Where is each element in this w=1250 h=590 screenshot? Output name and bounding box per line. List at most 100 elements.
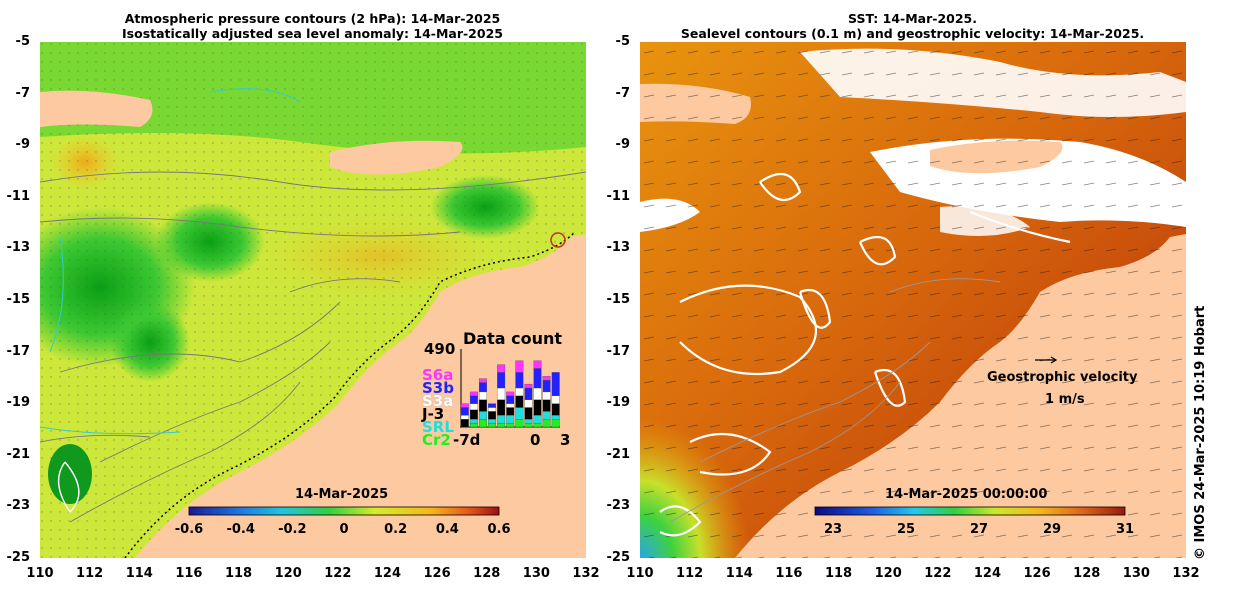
right-colorbar-label: 14-Mar-2025 00:00:00: [885, 487, 1048, 502]
y-tick-label: -15: [6, 292, 31, 307]
data-count-bar-segment: [469, 395, 478, 404]
colorbar-tick-label: 27: [969, 522, 989, 537]
data-count-bar-segment: [469, 391, 478, 396]
data-count-bar-segment: [515, 395, 524, 408]
colorbar-tick-label: 0.4: [435, 522, 459, 537]
velocity-scale-label: 1 m/s: [1045, 392, 1085, 407]
pressure-contours: [40, 88, 301, 435]
data-count-bar-segment: [479, 378, 487, 383]
data-count-bar-segment: [524, 383, 533, 389]
data-count-bar-segment: [497, 372, 506, 389]
shelf-boundary: [124, 231, 576, 558]
data-count-bar-segment: [506, 395, 515, 404]
island-sumba: [40, 90, 153, 127]
data-count-bar-segment: [497, 422, 506, 428]
y-tick-label: -11: [606, 188, 631, 204]
data-count-bar-segment: [533, 415, 542, 424]
station-marker: [550, 232, 566, 248]
y-tick-label: -13: [606, 240, 631, 256]
data-count-x-end: 3: [560, 431, 571, 449]
data-count-bar-segment: [515, 407, 524, 420]
y-tick-label: -9: [15, 137, 30, 153]
right-title-line2: Sealevel contours (0.1 m) and geostrophi…: [680, 26, 1145, 41]
data-count-bar-segment: [479, 382, 487, 393]
data-count-x-zero: 0: [530, 431, 541, 449]
mission-legend-item: J-3: [422, 405, 445, 423]
x-tick-label: 126: [1023, 566, 1051, 581]
colorbar-tick-label: -0.6: [174, 522, 204, 537]
x-tick-label: 116: [775, 566, 803, 581]
y-tick-label: -11: [6, 188, 31, 204]
data-count-bar-segment: [542, 411, 551, 420]
colorbar-tick-label: 29: [1042, 522, 1062, 537]
mission-legend-item: S3b: [422, 379, 454, 397]
x-tick-label: 124: [373, 566, 402, 581]
velocity-label: Geostrophic velocity: [987, 370, 1138, 385]
data-count-bar-segment: [551, 372, 560, 396]
data-count-bar-segment: [469, 419, 478, 424]
left-colorbar-label: 14-Mar-2025: [295, 487, 389, 502]
data-count-chart: [460, 349, 560, 428]
sst-map: [640, 42, 1186, 558]
colorbar-tick-label: 0.2: [384, 522, 408, 537]
data-count-bar-segment: [551, 415, 560, 420]
x-tick-label: 118: [224, 566, 253, 581]
data-count-bar-segment: [488, 403, 497, 408]
colorbar-tick-label: -0.2: [278, 522, 307, 537]
right-map-panel[interactable]: 14-Mar-2025 00:00:00 23 25 27 29 31 Geostrop…: [640, 42, 1186, 558]
data-count-bar-segment: [488, 422, 497, 428]
x-tick-label: 110: [626, 566, 654, 581]
data-count-bar-segment: [479, 419, 487, 428]
data-count-bar-segment: [524, 407, 533, 420]
colorbar-tick-label: 23: [823, 522, 843, 537]
colorbar-tick-label: 25: [896, 522, 916, 537]
y-tick-label: -5: [615, 34, 630, 49]
x-tick-label: 126: [423, 566, 451, 581]
data-count-bar-segment: [515, 387, 524, 396]
mission-legend-item: SRL: [422, 418, 454, 436]
colorbar-tick-label: 0: [339, 522, 349, 537]
data-count-bar-segment: [542, 391, 551, 400]
x-tick-label: 130: [522, 566, 550, 581]
left-map-panel[interactable]: 14-Mar-2025 -0.6 -0.4 -0.2 0 0.2 0.4 0.6 Data …: [40, 42, 586, 558]
x-tick-label: 114: [125, 566, 153, 581]
x-tick-label: 128: [1073, 566, 1101, 581]
x-tick-label: 128: [473, 566, 501, 581]
data-count-bar-segment: [488, 419, 497, 424]
colorbar-tick-label: 0.6: [487, 522, 511, 537]
data-count-bar-segment: [460, 407, 469, 416]
data-count-bar-segment: [551, 419, 560, 428]
colorbar-tick-label: 31: [1115, 522, 1135, 537]
data-count-bar-segment: [497, 399, 506, 416]
credit-text: © IMOS 24-Mar-2025 10:19 Hobart: [1193, 305, 1208, 560]
data-count-bar-segment: [497, 387, 506, 400]
y-tick-label: -5: [15, 34, 30, 49]
y-tick-label: -9: [615, 137, 630, 153]
right-map-title: SST: 14-Mar-2025. Sealevel contours (0.1…: [640, 11, 1185, 41]
data-count-bar-segment: [542, 399, 551, 412]
left-title-line2: Isostatically adjusted sea level anomaly…: [122, 26, 503, 41]
data-count-bar-segment: [533, 368, 542, 389]
data-count-bar-segment: [506, 403, 515, 408]
data-count-bar-segment: [488, 407, 497, 412]
x-tick-label: 116: [175, 566, 203, 581]
data-count-bar-segment: [506, 415, 515, 424]
data-count-bar-segment: [533, 387, 542, 400]
y-tick-label: -21: [6, 446, 31, 462]
x-tick-label: 120: [874, 566, 902, 581]
y-tick-label: -25: [606, 550, 631, 565]
white-contours: [57, 461, 80, 514]
data-count-bar-segment: [497, 415, 506, 424]
right-title-line1: SST: 14-Mar-2025.: [848, 11, 977, 26]
bathymetry-contours: [40, 171, 586, 523]
data-count-bar-segment: [469, 422, 478, 428]
data-count-bar-segment: [524, 387, 533, 400]
x-tick-label: 130: [1122, 566, 1150, 581]
data-count-title: Data count: [463, 329, 562, 348]
data-count-bar-segment: [479, 391, 487, 400]
data-count-bar-segment: [533, 399, 542, 416]
y-tick-label: -25: [6, 550, 31, 565]
data-count-bar-segment: [542, 380, 551, 393]
x-tick-label: 110: [26, 566, 54, 581]
mission-legend-item: Cr2: [422, 431, 451, 449]
